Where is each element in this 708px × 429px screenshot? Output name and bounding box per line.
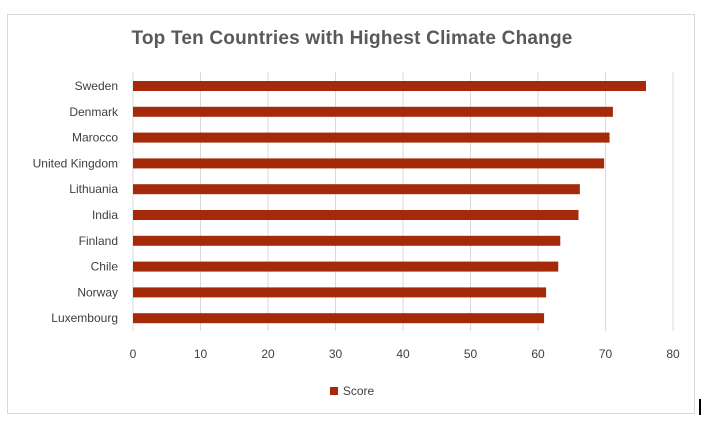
x-tick-label: 0	[130, 347, 137, 361]
x-tick-label: 50	[464, 347, 478, 361]
category-label: Finland	[79, 234, 118, 248]
x-tick-label: 20	[261, 347, 275, 361]
category-label: Sweden	[75, 79, 118, 93]
category-label: India	[92, 208, 118, 222]
bar	[133, 106, 613, 117]
x-tick-label: 40	[396, 347, 410, 361]
chart-title: Top Ten Countries with Highest Climate C…	[131, 28, 573, 49]
bar	[133, 158, 605, 169]
category-label: Norway	[77, 285, 118, 299]
bar	[133, 261, 559, 272]
x-axis-tick-labels: 0 10 20 30 40 50 60 70 80	[130, 347, 680, 361]
bar	[133, 313, 545, 324]
category-label: Marocco	[72, 131, 118, 145]
x-tick-label: 10	[194, 347, 208, 361]
legend-label: Score	[342, 384, 375, 398]
category-label: United Kingdom	[33, 156, 118, 170]
category-label: Luxembourg	[51, 311, 118, 325]
x-tick-label: 60	[531, 347, 545, 361]
text-cursor-icon	[699, 399, 701, 415]
x-tick-label: 30	[329, 347, 343, 361]
category-label: Denmark	[69, 105, 119, 119]
bar	[133, 81, 646, 91]
category-labels: Sweden Denmark Marocco United Kingdom Lithua…	[33, 79, 119, 325]
bar	[133, 235, 561, 246]
category-label: Chile	[91, 260, 119, 274]
x-tick-label: 70	[599, 347, 613, 361]
bar	[133, 132, 610, 143]
bar	[133, 210, 579, 220]
legend: Score	[0, 384, 704, 398]
bar	[133, 184, 580, 195]
bars	[133, 81, 646, 324]
bar	[133, 287, 547, 298]
category-label: Lithuania	[69, 182, 118, 196]
x-tick-label: 80	[666, 347, 680, 361]
legend-swatch	[329, 387, 338, 395]
